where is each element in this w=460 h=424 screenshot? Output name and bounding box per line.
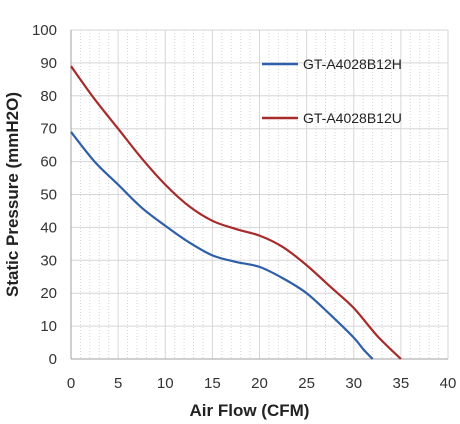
y-tick-label: 40 bbox=[40, 219, 57, 236]
series-line-2 bbox=[70, 65, 402, 360]
x-tick-label: 25 bbox=[298, 375, 315, 392]
x-tick-label: 35 bbox=[393, 375, 410, 392]
axes: 0 10 20 30 40 50 60 70 80 90 100 0 5 10 15 20 25 30 35 40 bbox=[32, 22, 456, 392]
y-tick-label: 60 bbox=[40, 154, 57, 171]
y-axis-title: Static Pressure (mmH2O) bbox=[3, 92, 22, 297]
x-tick-label: 40 bbox=[440, 375, 457, 392]
series-line-1 bbox=[70, 131, 374, 360]
y-tick-label: 50 bbox=[40, 187, 57, 204]
y-tick-label: 20 bbox=[40, 285, 57, 302]
y-tick-label: 90 bbox=[40, 55, 57, 72]
legend: GT-A4028B12H GT-A4028B12U bbox=[262, 56, 402, 126]
y-tick-label: 0 bbox=[49, 351, 57, 368]
y-tick-label: 30 bbox=[40, 252, 57, 269]
x-tick-label: 10 bbox=[157, 375, 174, 392]
x-tick-label: 30 bbox=[345, 375, 362, 392]
x-axis-title: Air Flow (CFM) bbox=[190, 401, 310, 420]
y-tick-label: 10 bbox=[40, 318, 57, 335]
y-tick-label: 80 bbox=[40, 88, 57, 105]
x-tick-label: 20 bbox=[251, 375, 268, 392]
legend-label-2: GT-A4028B12U bbox=[303, 110, 402, 126]
series-layer bbox=[70, 65, 402, 360]
x-tick-label: 5 bbox=[114, 375, 122, 392]
x-tick-label: 0 bbox=[67, 375, 75, 392]
x-tick-label: 15 bbox=[204, 375, 221, 392]
legend-label-1: GT-A4028B12H bbox=[303, 56, 402, 72]
y-tick-label: 100 bbox=[32, 22, 57, 39]
y-tick-label: 70 bbox=[40, 121, 57, 138]
